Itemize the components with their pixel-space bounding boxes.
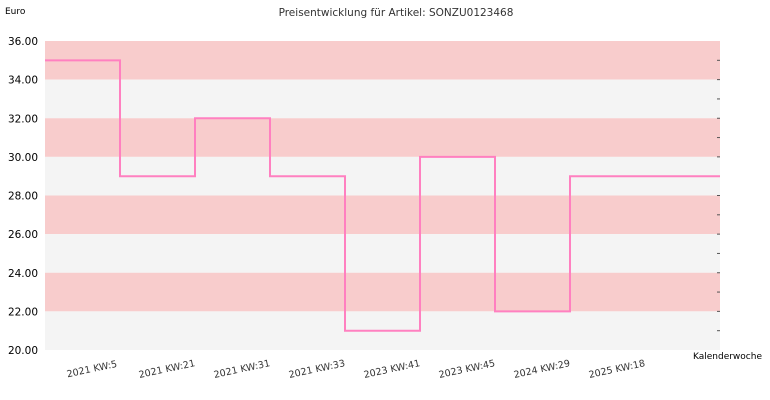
y-axis-ticks: 20.00 22.00 24.00 26.00 28.00 30.00 32.00 34.00… bbox=[8, 36, 720, 357]
y-tick-label: 32.00 bbox=[8, 113, 38, 125]
x-tick-label: 2021 KW:33 bbox=[288, 358, 346, 381]
y-tick-label: 28.00 bbox=[8, 191, 38, 203]
grid-band bbox=[45, 79, 720, 119]
x-axis-label: Kalenderwoche bbox=[693, 352, 762, 362]
series-line bbox=[45, 59, 720, 332]
chart-title: Preisentwicklung für Artikel: SONZU01234… bbox=[279, 7, 514, 19]
series-layer bbox=[45, 59, 720, 332]
y-tick-label: 36.00 bbox=[8, 36, 38, 48]
x-tick-label: 2021 KW:21 bbox=[138, 358, 196, 381]
y-tick-label: 20.00 bbox=[8, 345, 38, 357]
y-tick-label: 30.00 bbox=[8, 152, 38, 164]
y-tick-label: 26.00 bbox=[8, 229, 38, 241]
y-tick-label: 34.00 bbox=[8, 75, 38, 87]
grid-band bbox=[45, 195, 720, 235]
y-tick-label: 24.00 bbox=[8, 268, 38, 280]
x-tick-label: 2021 KW:31 bbox=[213, 358, 271, 381]
x-axis-ticks: 2021 KW:5 2021 KW:21 2021 KW:31 2021 KW:33 2… bbox=[66, 358, 646, 381]
x-tick-label: 2024 KW:29 bbox=[513, 358, 571, 381]
grid-band bbox=[45, 118, 720, 157]
x-tick-label: 2023 KW:45 bbox=[438, 358, 496, 381]
y-axis-label: Euro bbox=[5, 7, 26, 17]
x-tick-label: 2021 KW:5 bbox=[66, 359, 118, 380]
x-tick-label: 2023 KW:41 bbox=[363, 358, 421, 381]
grid-band bbox=[45, 41, 720, 80]
background-bands bbox=[45, 41, 720, 350]
grid-band bbox=[45, 272, 720, 312]
y-tick-label: 22.00 bbox=[8, 306, 38, 318]
grid-band bbox=[45, 234, 720, 273]
x-tick-label: 2025 KW:18 bbox=[588, 358, 646, 381]
